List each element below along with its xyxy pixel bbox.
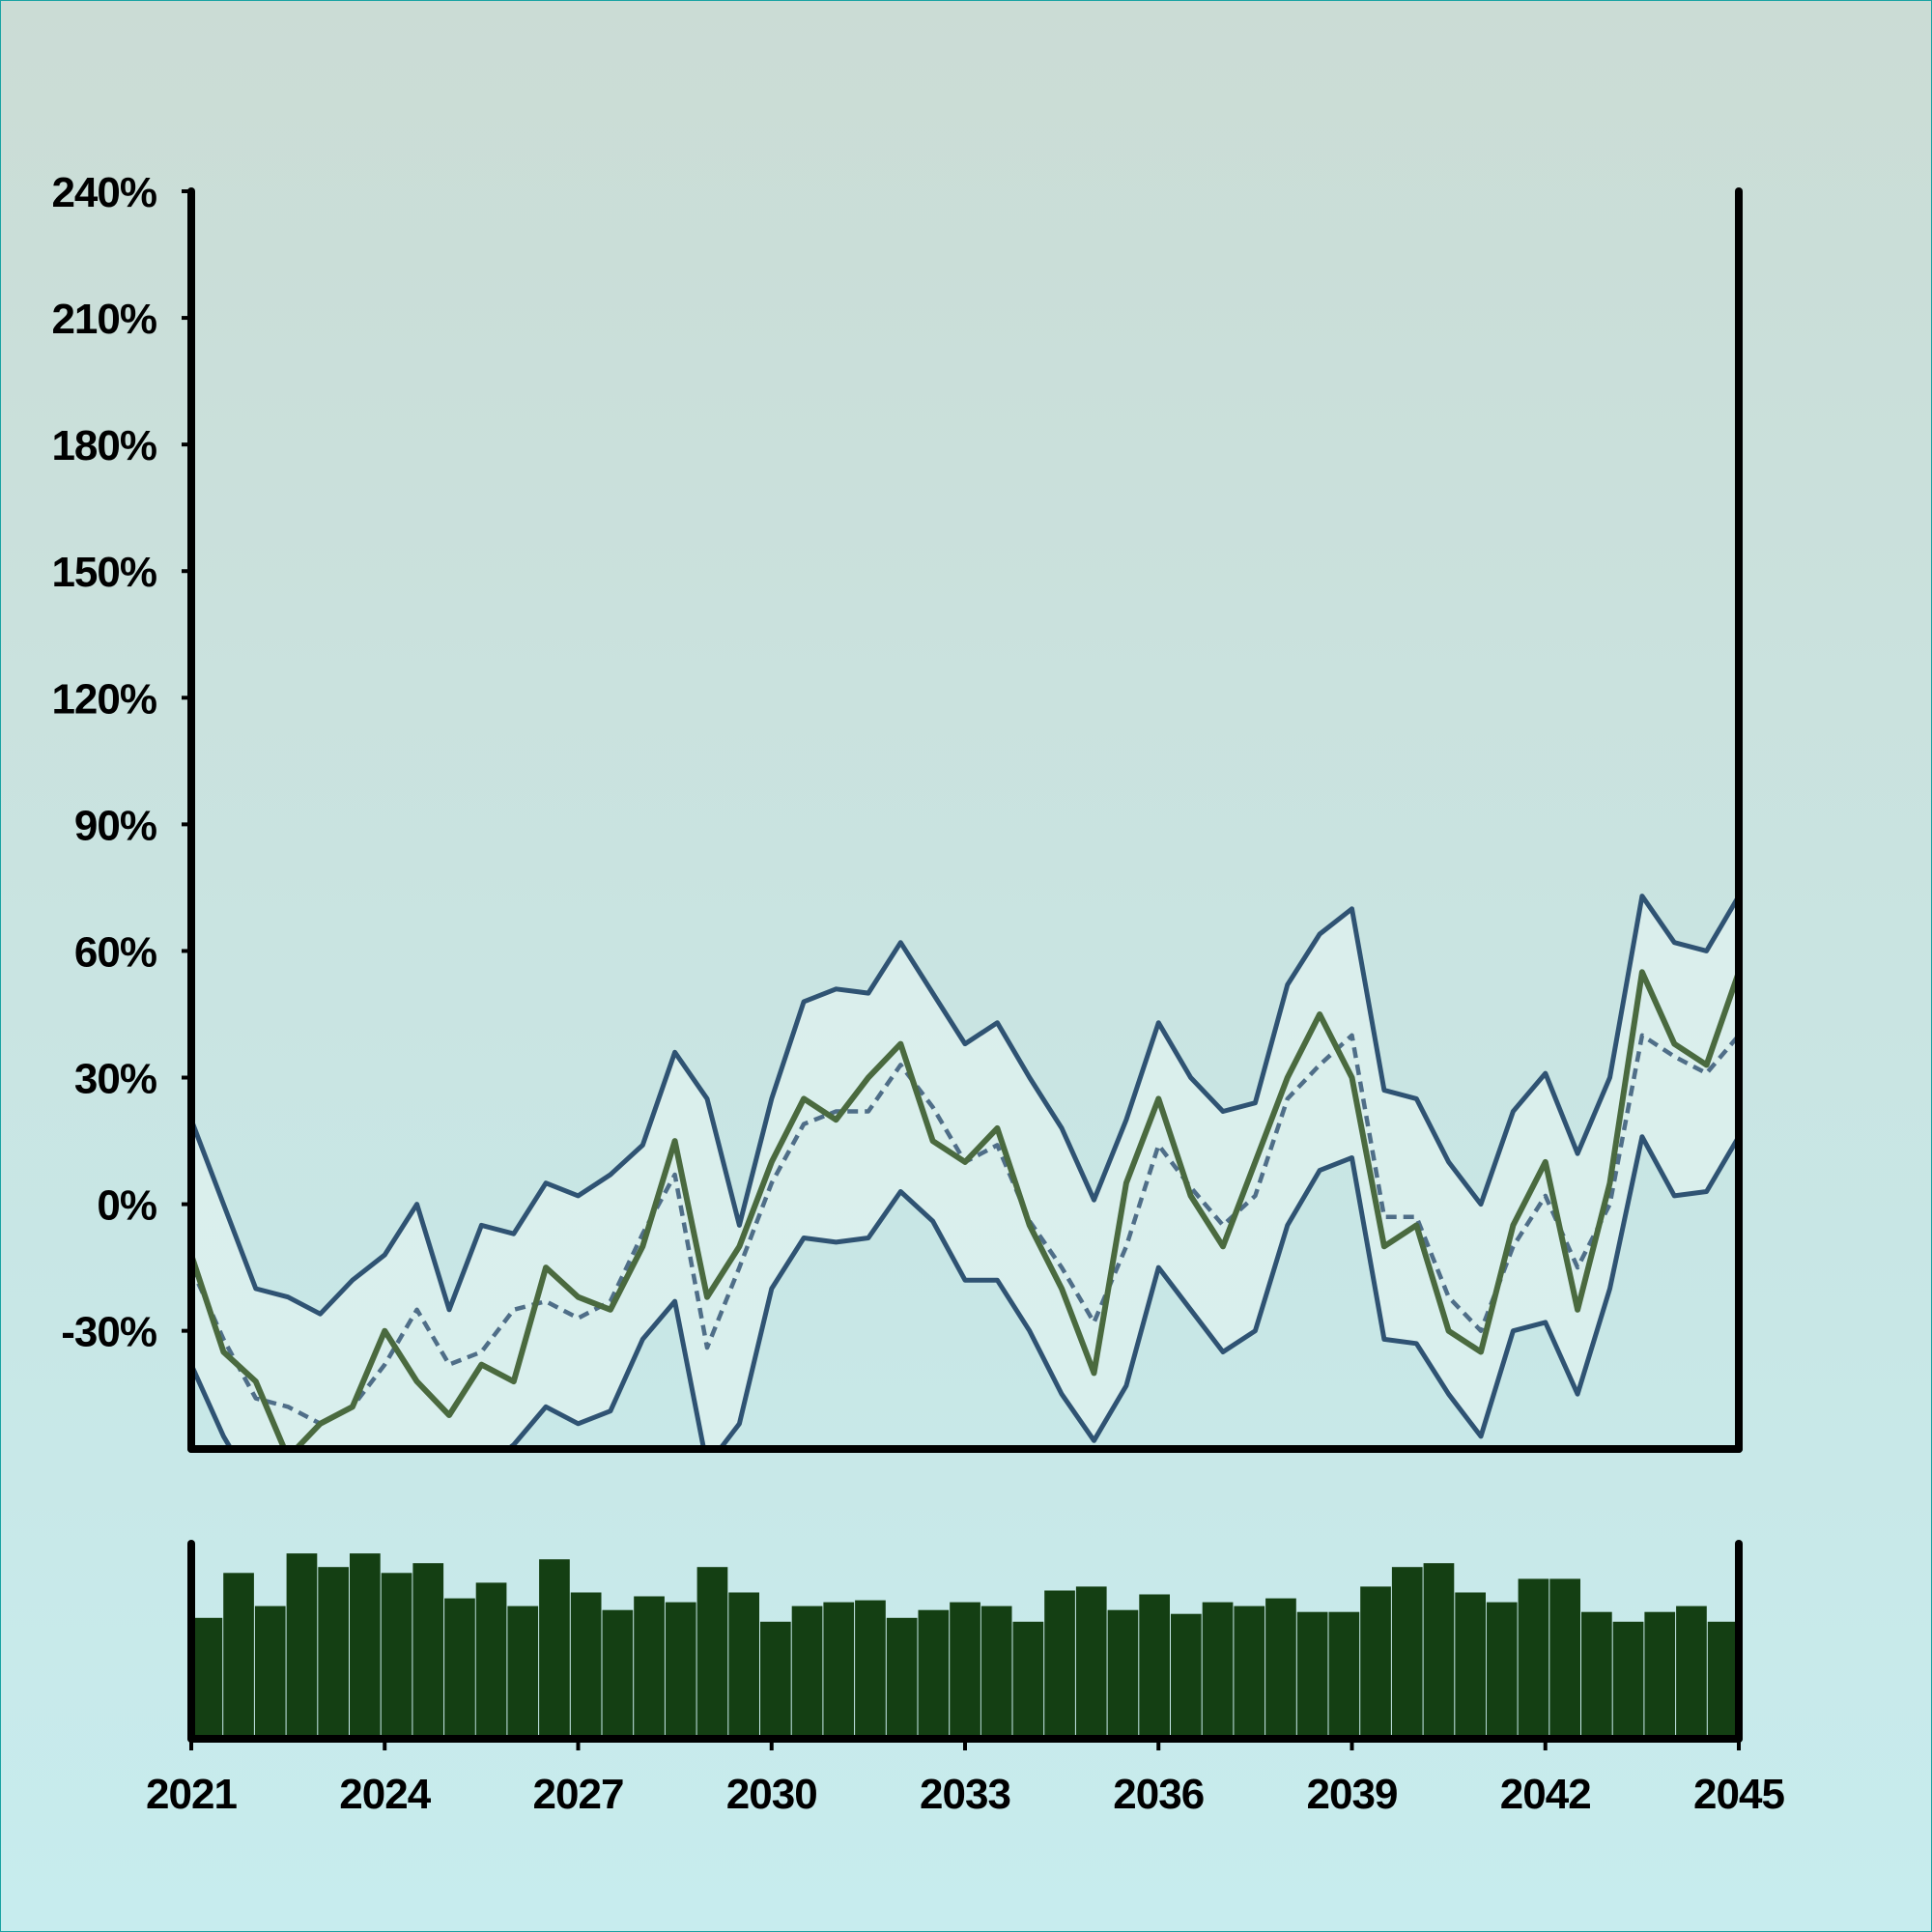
- volume-bar: [507, 1605, 539, 1739]
- volume-bar: [1265, 1598, 1296, 1739]
- y-ticks: 240% 210% 180% 150% 120% 90% 60% 30% 0% -30%: [51, 169, 191, 1356]
- volume-panel: 2021 2024 2027 2030 2033 2036 2039 2042 2045: [146, 1540, 1785, 1818]
- volume-bar: [286, 1553, 318, 1739]
- x-tick-label: 2021: [146, 1771, 237, 1818]
- volume-bar: [1581, 1611, 1612, 1739]
- price-panel: 240% 210% 180% 150% 120% 90% 60% 30% 0% -30%: [51, 169, 1743, 1453]
- volume-bar: [1518, 1578, 1549, 1739]
- volume-bar: [1171, 1613, 1202, 1739]
- y-tick-label: 150%: [51, 549, 156, 596]
- volume-bar: [1360, 1586, 1391, 1739]
- volume-bar: [381, 1573, 412, 1739]
- volume-bar: [760, 1621, 791, 1739]
- volume-bar: [475, 1582, 507, 1739]
- volume-bar: [950, 1602, 980, 1739]
- x-ticks: 2021 2024 2027 2030 2033 2036 2039 2042 2045: [146, 1739, 1785, 1818]
- volume-bar: [412, 1563, 444, 1739]
- volume-bar: [1012, 1621, 1044, 1739]
- x-tick-label: 2045: [1693, 1771, 1784, 1818]
- y-tick-label: -30%: [61, 1309, 156, 1356]
- x-tick-label: 2039: [1307, 1771, 1398, 1818]
- volume-bar: [696, 1567, 728, 1739]
- upper-band-line: [191, 894, 1739, 1317]
- x-tick-label: 2024: [339, 1771, 431, 1818]
- volume-bar: [980, 1605, 1012, 1739]
- x-tick-label: 2036: [1113, 1771, 1204, 1818]
- volume-bar: [855, 1600, 886, 1739]
- y-tick-label: 210%: [51, 296, 156, 343]
- volume-bar: [444, 1598, 475, 1739]
- volume-bar: [223, 1573, 254, 1739]
- volume-bar: [602, 1609, 634, 1739]
- volume-bar: [1139, 1594, 1170, 1739]
- price-line: [191, 969, 1739, 1449]
- y-tick-label: 120%: [51, 675, 156, 723]
- volume-bar: [1044, 1590, 1075, 1739]
- volume-bar: [350, 1553, 381, 1739]
- x-tick-label: 2033: [920, 1771, 1010, 1818]
- volume-bar: [1202, 1602, 1234, 1739]
- volume-bar: [1107, 1609, 1139, 1739]
- volume-bar: [1644, 1611, 1676, 1739]
- volume-bar: [1234, 1605, 1265, 1739]
- volume-bar: [1612, 1621, 1644, 1739]
- lower-band-line: [191, 1134, 1739, 1449]
- volume-bar: [823, 1602, 855, 1739]
- y-tick-label: 30%: [74, 1056, 156, 1103]
- volume-bar: [1676, 1605, 1707, 1739]
- x-tick-label: 2042: [1500, 1771, 1591, 1818]
- volume-bar: [791, 1605, 823, 1739]
- volume-bar: [570, 1592, 602, 1739]
- volume-bar: [1075, 1586, 1107, 1739]
- volume-bar: [254, 1605, 286, 1739]
- volume-bar: [1486, 1602, 1518, 1739]
- volume-bar: [728, 1592, 759, 1739]
- y-tick-label: 0%: [97, 1182, 156, 1230]
- volume-bar: [1707, 1621, 1739, 1739]
- volume-bar: [886, 1617, 918, 1739]
- volume-bar: [634, 1596, 665, 1739]
- volume-bar: [1423, 1563, 1455, 1739]
- volume-bar: [1296, 1611, 1328, 1739]
- volume-bar: [191, 1617, 223, 1739]
- volume-bar: [318, 1567, 349, 1739]
- y-tick-label: 90%: [74, 802, 156, 849]
- volume-bar: [1455, 1592, 1486, 1739]
- x-tick-label: 2027: [533, 1771, 624, 1818]
- y-tick-label: 240%: [51, 169, 156, 216]
- x-tick-label: 2030: [726, 1771, 817, 1818]
- volume-bar: [918, 1609, 950, 1739]
- volume-bars: [191, 1553, 1739, 1739]
- volume-bar: [1328, 1611, 1360, 1739]
- volume-bar: [539, 1559, 570, 1739]
- volume-bar: [1391, 1567, 1423, 1739]
- y-tick-label: 180%: [51, 422, 156, 469]
- y-tick-label: 60%: [74, 928, 156, 976]
- volume-bar: [1549, 1578, 1580, 1739]
- volume-bar: [665, 1602, 696, 1739]
